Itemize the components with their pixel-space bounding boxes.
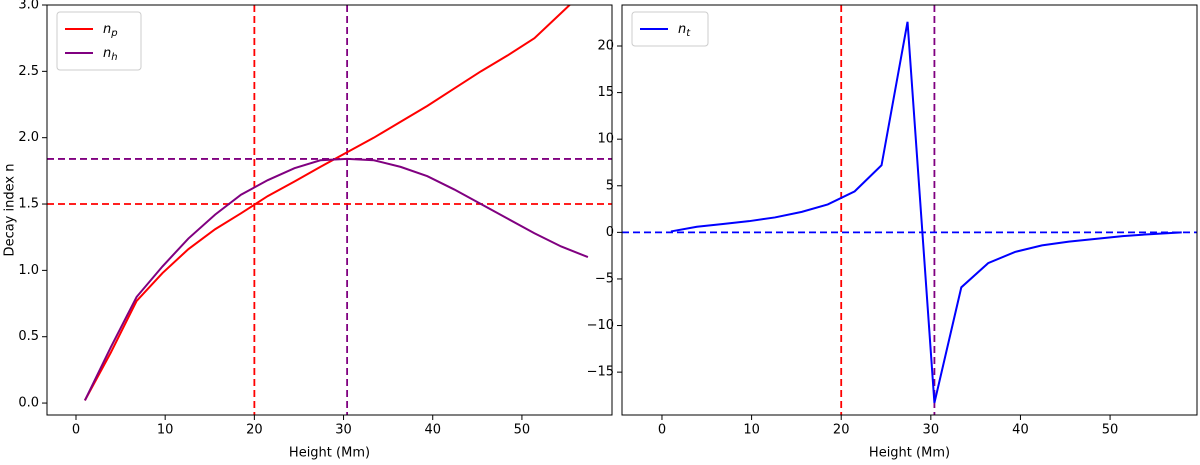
- legend-name: n: [103, 46, 111, 61]
- x-tick-label: 0: [658, 423, 666, 438]
- x-tick-label: 30: [923, 423, 940, 438]
- x-tick-label: 10: [157, 423, 174, 438]
- x-tick-label: 30: [335, 423, 352, 438]
- x-tick-label: 40: [424, 423, 441, 438]
- legend-subscript: h: [111, 52, 117, 63]
- y-tick-label: 10: [597, 132, 614, 147]
- y-tick-label: 5: [606, 178, 614, 193]
- x-tick-label: 50: [1102, 423, 1119, 438]
- y-tick-label: 2.5: [18, 64, 39, 79]
- series-line: [84, 5, 572, 401]
- axes-frame: [621, 4, 1198, 416]
- legend-name: n: [678, 22, 686, 37]
- y-tick-label: 1.0: [18, 263, 39, 278]
- y-tick-label: 0.0: [18, 396, 39, 411]
- y-tick-label: 0.5: [18, 329, 39, 344]
- y-tick-label: 15: [597, 85, 614, 100]
- y-tick-label: −15: [587, 365, 614, 380]
- axes: 0 10 20 30 40 50 −15 −10 −5 0 5 10 15 20 Height (Mm) nt: [587, 4, 1198, 461]
- x-tick-label: 20: [246, 423, 263, 438]
- x-tick-label: 0: [72, 423, 80, 438]
- legend-label: nt: [678, 22, 691, 40]
- legend-subscript: t: [686, 28, 691, 39]
- x-tick-label: 20: [833, 423, 850, 438]
- series-line: [84, 157, 589, 401]
- series-line: [670, 21, 1182, 404]
- y-tick-label: 3.0: [18, 0, 39, 13]
- y-tick-label: 1.5: [18, 197, 39, 212]
- legend-label: nh: [103, 46, 118, 64]
- legend: nt: [631, 11, 709, 47]
- x-tick-label: 40: [1012, 423, 1029, 438]
- x-tick-label: 10: [743, 423, 760, 438]
- legend-name: n: [103, 22, 111, 37]
- axes-frame: [46, 4, 613, 416]
- y-axis-label: Decay index n: [3, 164, 18, 257]
- y-tick-label: −10: [587, 318, 614, 333]
- legend-label: np: [103, 22, 118, 40]
- y-tick-label: 2.0: [18, 130, 39, 145]
- plot-area: [47, 5, 612, 415]
- y-tick-label: 20: [597, 39, 614, 54]
- legend-subscript: p: [110, 28, 117, 39]
- legend-frame: [56, 11, 142, 71]
- y-tick-label: −5: [595, 271, 614, 286]
- legend-frame: [631, 11, 709, 47]
- plot-area: [622, 5, 1197, 415]
- y-tick-label: 0: [606, 225, 614, 240]
- x-axis-label: Height (Mm): [289, 446, 370, 461]
- x-tick-label: 50: [514, 423, 531, 438]
- x-axis-label: Height (Mm): [869, 446, 950, 461]
